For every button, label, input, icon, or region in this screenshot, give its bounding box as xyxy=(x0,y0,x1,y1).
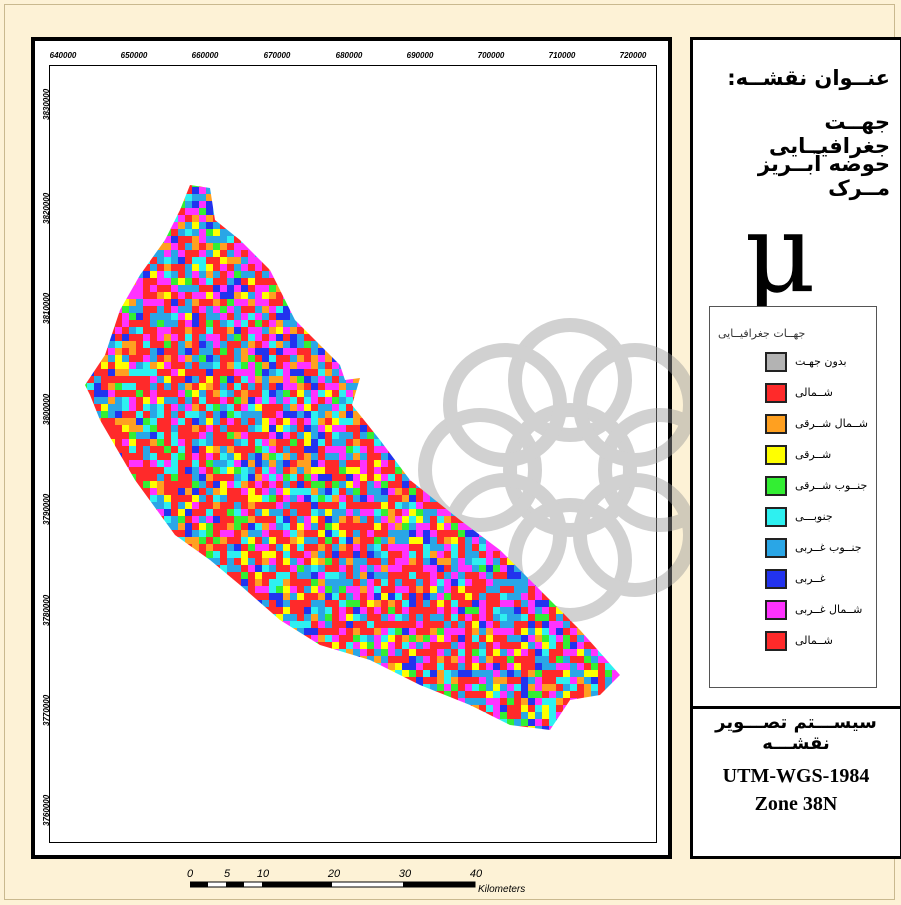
legend-swatch xyxy=(765,631,787,651)
x-tick-label: 670000 xyxy=(263,51,291,60)
legend-label: شــمال شــرقی xyxy=(795,417,869,430)
scale-unit: Kilometers xyxy=(478,884,526,895)
x-tick-label: 650000 xyxy=(120,51,148,60)
legend-swatch xyxy=(765,445,787,465)
legend-item: شــمالی xyxy=(700,631,880,655)
x-tick-label: 680000 xyxy=(335,51,363,60)
legend-label: شــمالی xyxy=(795,386,833,399)
legend-label: شــرقی xyxy=(795,448,832,461)
projection-zone: Zone 38N xyxy=(754,793,838,815)
legend-item: شــرقی xyxy=(700,445,880,469)
scale-label: 0 xyxy=(186,868,194,880)
legend-item: شــمال شــرقی xyxy=(700,414,880,438)
y-tick-label: 3810000 xyxy=(42,292,51,324)
legend-label: جنــوب غــربی xyxy=(795,541,862,554)
legend-title: جهــات جغرافیــایی xyxy=(718,327,806,340)
scale-bar xyxy=(190,881,476,888)
scale-label: 40 xyxy=(469,868,483,880)
legend-swatch xyxy=(765,569,787,589)
scale-label: 10 xyxy=(256,868,270,880)
y-tick-label: 3820000 xyxy=(42,192,51,224)
y-tick-label: 3830000 xyxy=(42,88,51,120)
map-title-heading: عنــوان نقشــه: xyxy=(727,66,890,90)
legend-item: شــمالی xyxy=(700,383,880,407)
y-tick-label: 3800000 xyxy=(42,393,51,425)
legend-label: شــمال غــربی xyxy=(795,603,863,616)
legend-label: غــربی xyxy=(795,572,826,585)
scale-label: 20 xyxy=(327,868,341,880)
aspect-cells xyxy=(85,185,620,730)
x-tick-label: 700000 xyxy=(477,51,505,60)
legend-swatch xyxy=(765,476,787,496)
legend-item: شــمال غــربی xyxy=(700,600,880,624)
y-tick-label: 3790000 xyxy=(42,493,51,525)
legend-item: غــربی xyxy=(700,569,880,593)
projection-line: UTM-WGS-1984 xyxy=(722,765,870,787)
x-tick-label: 710000 xyxy=(548,51,576,60)
legend-label: بدون جهـت xyxy=(795,355,847,368)
scale-label: 5 xyxy=(223,868,231,880)
legend-item: بدون جهـت xyxy=(700,352,880,376)
legend-swatch xyxy=(765,600,787,620)
legend-item: جنــوب شــرقی xyxy=(700,476,880,500)
projection-title: سیســـتم تصـــویر نقشـــه xyxy=(715,712,877,754)
legend-box xyxy=(709,306,877,688)
legend-label: جنــوب شــرقی xyxy=(795,479,868,492)
legend-swatch xyxy=(765,352,787,372)
legend-label: شــمالی xyxy=(795,634,833,647)
map-title-line: حوضه آبــریز مــرک xyxy=(757,152,890,200)
legend-swatch xyxy=(765,414,787,434)
legend-item: جنوبـــی xyxy=(700,507,880,531)
legend-swatch xyxy=(765,383,787,403)
legend-label: جنوبـــی xyxy=(795,510,833,523)
x-tick-label: 690000 xyxy=(406,51,434,60)
x-tick-label: 660000 xyxy=(191,51,219,60)
map-title-line: جهــت جغرافیــایی xyxy=(769,110,890,158)
x-tick-label: 720000 xyxy=(619,51,647,60)
y-tick-label: 3770000 xyxy=(42,694,51,726)
legend-item: جنــوب غــربی xyxy=(700,538,880,562)
y-tick-label: 3760000 xyxy=(42,794,51,826)
legend-swatch xyxy=(765,507,787,527)
legend-swatch xyxy=(765,538,787,558)
projection-box xyxy=(690,706,901,856)
x-tick-label: 640000 xyxy=(49,51,77,60)
aspect-raster-map xyxy=(85,185,620,730)
north-arrow-icon: μ xyxy=(744,189,816,317)
scale-label: 30 xyxy=(398,868,412,880)
y-tick-label: 3780000 xyxy=(42,594,51,626)
